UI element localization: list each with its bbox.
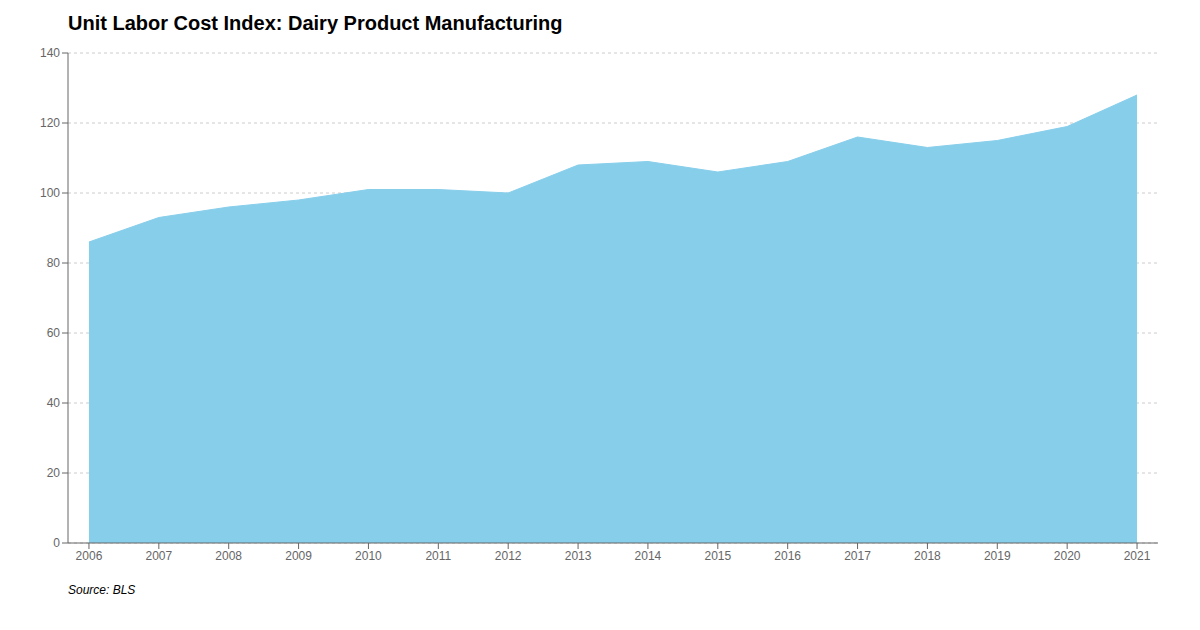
svg-text:2013: 2013 bbox=[565, 549, 592, 563]
svg-text:40: 40 bbox=[47, 396, 61, 410]
svg-text:2014: 2014 bbox=[635, 549, 662, 563]
svg-text:2015: 2015 bbox=[704, 549, 731, 563]
svg-text:2007: 2007 bbox=[145, 549, 172, 563]
svg-text:20: 20 bbox=[47, 466, 61, 480]
svg-text:2019: 2019 bbox=[984, 549, 1011, 563]
svg-text:2008: 2008 bbox=[215, 549, 242, 563]
svg-text:60: 60 bbox=[47, 326, 61, 340]
svg-text:2021: 2021 bbox=[1124, 549, 1151, 563]
svg-text:2009: 2009 bbox=[285, 549, 312, 563]
html-text:Source: BLS: Source: BLS bbox=[68, 583, 136, 597]
svg-text:2018: 2018 bbox=[914, 549, 941, 563]
svg-text:0: 0 bbox=[53, 536, 60, 550]
svg-text:100: 100 bbox=[40, 186, 60, 200]
svg-text:2006: 2006 bbox=[76, 549, 103, 563]
svg-text:120: 120 bbox=[40, 116, 60, 130]
svg-text:2010: 2010 bbox=[355, 549, 382, 563]
svg-text:2016: 2016 bbox=[774, 549, 801, 563]
svg-text:140: 140 bbox=[40, 46, 60, 60]
svg-text:2020: 2020 bbox=[1054, 549, 1081, 563]
svg-text:2012: 2012 bbox=[495, 549, 522, 563]
svg-text:80: 80 bbox=[47, 256, 61, 270]
svg-text:2011: 2011 bbox=[425, 549, 451, 563]
html-text:Unit Labor Cost Index: Dairy P: Unit Labor Cost Index: Dairy Product Man… bbox=[68, 12, 563, 34]
svg-text:2017: 2017 bbox=[844, 549, 871, 563]
